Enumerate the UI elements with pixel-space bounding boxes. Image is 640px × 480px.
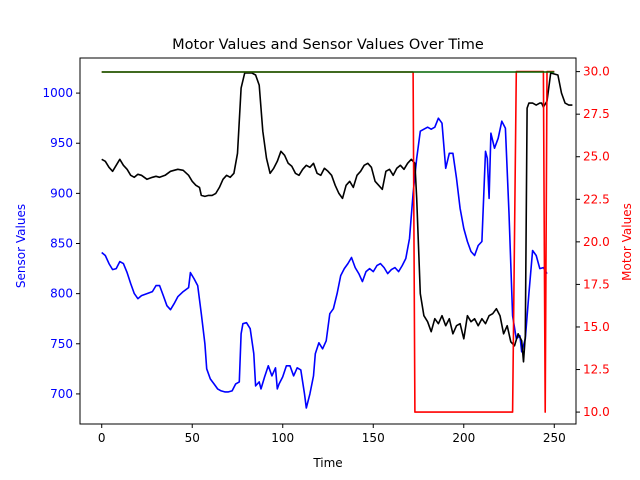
y-right-tick-label: 12.5 xyxy=(583,363,610,377)
y-right-tick-label: 10.0 xyxy=(583,405,610,419)
y-right-tick-label: 30.0 xyxy=(583,65,610,79)
y-right-tick-label: 17.5 xyxy=(583,277,610,291)
x-tick-label: 250 xyxy=(543,431,566,445)
y-left-tick-label: 1000 xyxy=(42,86,73,100)
series-layer xyxy=(101,70,573,413)
x-tick-label: 200 xyxy=(452,431,475,445)
y-right-tick-label: 15.0 xyxy=(583,320,610,334)
y-left-tick-label: 800 xyxy=(50,287,73,301)
ticks-layer: 0 50 100 150 200 250 700 750 800 850 900 950 1000 10.… xyxy=(42,65,609,445)
x-axis-label: Time xyxy=(312,456,342,470)
x-tick-label: 150 xyxy=(362,431,385,445)
series-line-2 xyxy=(412,70,555,413)
x-tick-label: 0 xyxy=(98,431,106,445)
y-left-tick-label: 750 xyxy=(50,337,73,351)
x-tick-label: 50 xyxy=(185,431,200,445)
plot-frame xyxy=(79,57,577,425)
y-right-tick-label: 22.5 xyxy=(583,192,610,206)
y-right-tick-label: 20.0 xyxy=(583,235,610,249)
series-line-0 xyxy=(101,117,548,409)
y-left-tick-label: 900 xyxy=(50,186,73,200)
y-left-tick-label: 850 xyxy=(50,237,73,251)
y-right-tick-label: 25.0 xyxy=(583,150,610,164)
y-right-tick-label: 27.5 xyxy=(583,107,610,121)
y-axis-label-right: Motor Values xyxy=(620,203,634,281)
series-line-1 xyxy=(101,72,573,363)
y-axis-label-left: Sensor Values xyxy=(14,204,28,288)
chart-title: Motor Values and Sensor Values Over Time xyxy=(172,37,484,53)
y-left-tick-label: 700 xyxy=(50,387,73,401)
y-left-tick-label: 950 xyxy=(50,136,73,150)
x-tick-label: 100 xyxy=(271,431,294,445)
